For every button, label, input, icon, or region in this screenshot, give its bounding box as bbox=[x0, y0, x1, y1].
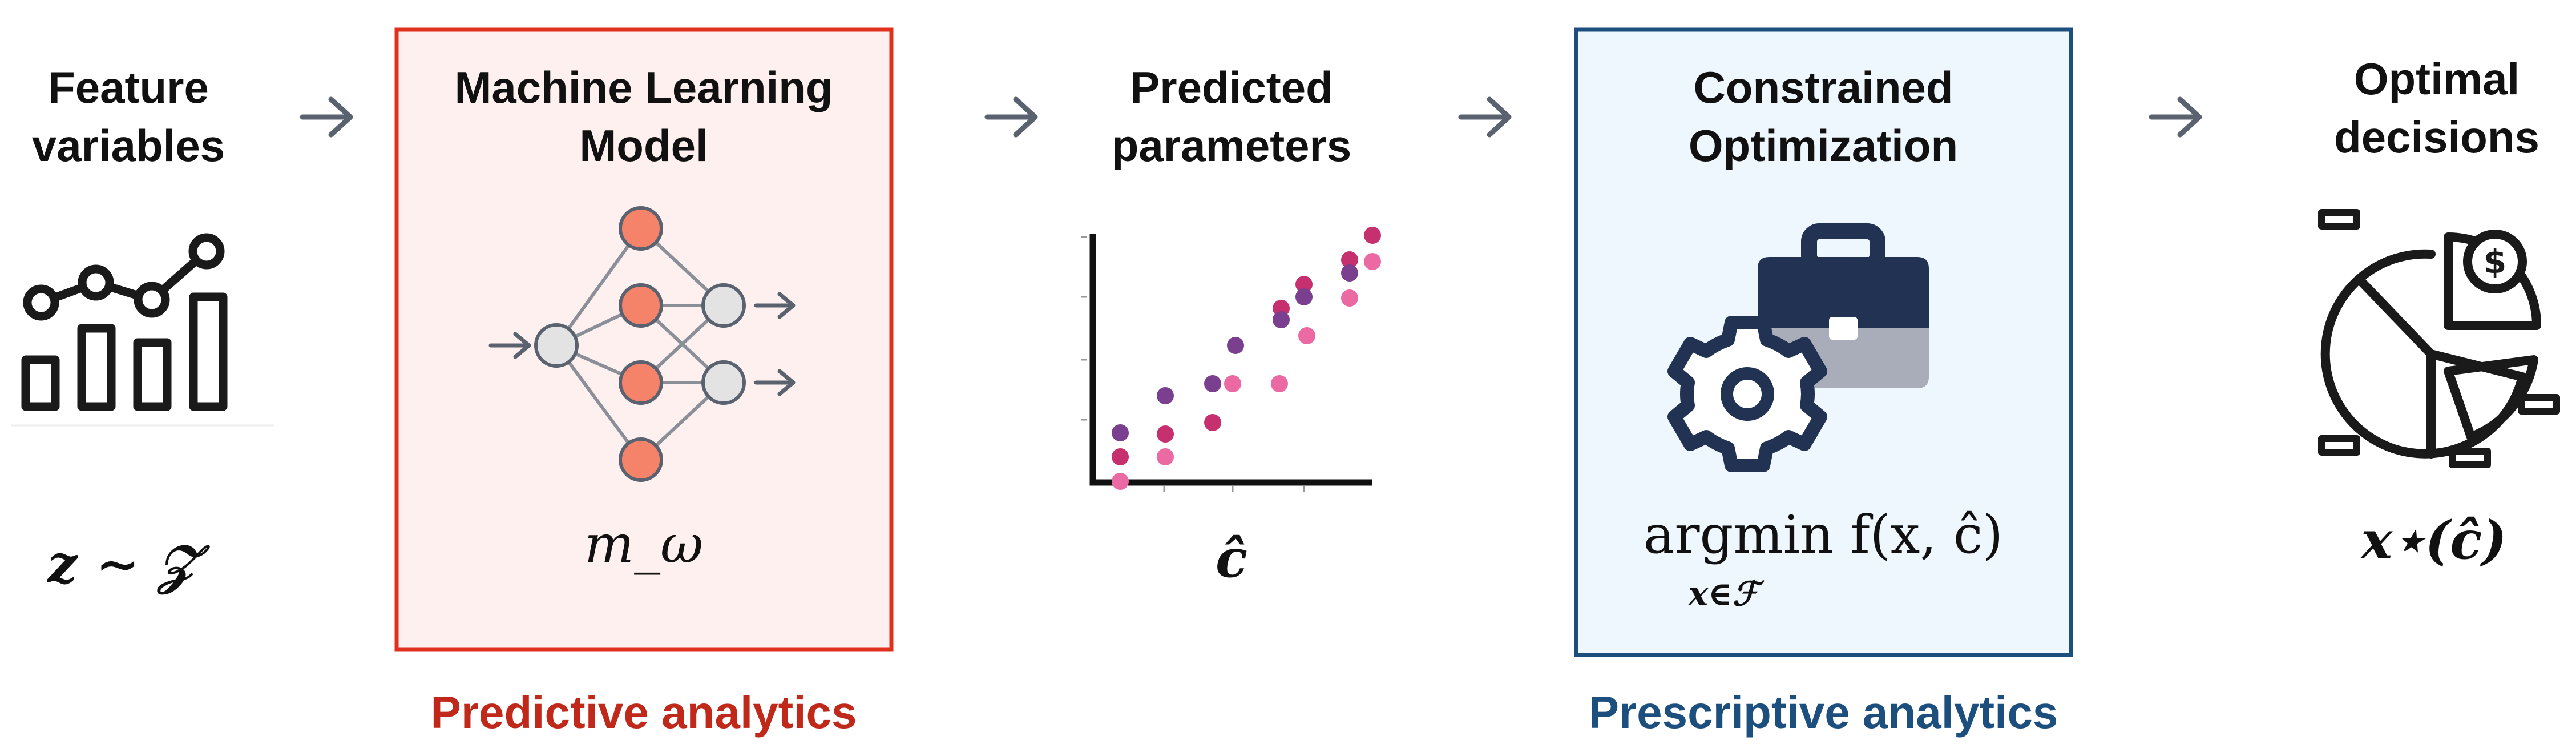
pie-chart-dollar-icon: $ bbox=[2318, 209, 2560, 468]
scatter-point bbox=[1227, 337, 1244, 354]
scatter-point bbox=[1112, 424, 1129, 441]
ml-title-line1: Machine Learning bbox=[454, 62, 833, 112]
neural-network-icon bbox=[488, 206, 796, 482]
scatter-point bbox=[1271, 375, 1288, 392]
arrow-optimization-to-decisions bbox=[2149, 96, 2202, 138]
predicted-title-line1: Predicted bbox=[1130, 62, 1333, 112]
stage-predicted-parameters: Predicted parameters ĉ bbox=[1081, 62, 1381, 589]
ml-math: m_ω bbox=[584, 514, 703, 575]
svg-text:$: $ bbox=[2484, 242, 2506, 281]
predicted-title-line2: parameters bbox=[1112, 120, 1352, 171]
predictive-box bbox=[394, 27, 894, 652]
ml-title-line2: Model bbox=[579, 120, 708, 171]
feature-title-line1: Feature bbox=[48, 62, 209, 112]
opt-math-main: argmin f(x, ĉ) bbox=[1644, 504, 2004, 565]
scatter-point bbox=[1273, 311, 1290, 328]
predicted-math: ĉ bbox=[1216, 528, 1247, 589]
scatter-point bbox=[1364, 227, 1381, 244]
caption-prescriptive: Prescriptive analytics bbox=[1589, 687, 2058, 738]
decisions-title-line1: Optimal bbox=[2354, 54, 2520, 104]
feature-math: z ∼ 𝒵 bbox=[46, 533, 210, 595]
arrow-model-to-parameters bbox=[984, 96, 1038, 138]
svg-text:m_ω: m_ω bbox=[584, 514, 703, 575]
bar-line-chart-icon bbox=[21, 233, 228, 411]
opt-title-line2: Optimization bbox=[1689, 120, 1958, 171]
scatter-point bbox=[1157, 387, 1174, 404]
scatter-points bbox=[1112, 227, 1381, 490]
scatter-point bbox=[1295, 288, 1313, 305]
scatter-point bbox=[1224, 375, 1241, 392]
scatter-plot-icon bbox=[1081, 227, 1381, 492]
scatter-point bbox=[1112, 473, 1129, 490]
scatter-point bbox=[1157, 425, 1174, 443]
stage-constrained-optimization: Constrained Optimization argmin f(x, ĉ) … bbox=[1574, 27, 2073, 657]
caption-predictive: Predictive analytics bbox=[430, 687, 857, 738]
scatter-point bbox=[1341, 251, 1358, 268]
briefcase-gear-icon bbox=[1667, 223, 1929, 472]
stage-ml-model: Machine Learning Model bbox=[394, 27, 894, 652]
scatter-point bbox=[1204, 414, 1221, 431]
scatter-point bbox=[1157, 448, 1174, 465]
decisions-title-line2: decisions bbox=[2334, 112, 2539, 162]
decisions-math: x⋆(ĉ) bbox=[2360, 509, 2507, 571]
opt-math-sub: x∈ℱ bbox=[1687, 574, 1765, 613]
stage-optimal-decisions: Optimal decisions $ x⋆(ĉ) bbox=[2318, 54, 2560, 571]
scatter-point bbox=[1112, 448, 1129, 465]
scatter-point bbox=[1298, 327, 1315, 344]
arrow-features-to-model bbox=[300, 96, 353, 138]
arrow-parameters-to-optimization bbox=[1458, 96, 1512, 138]
scatter-point bbox=[1341, 289, 1358, 307]
ml-math-text: m_ω bbox=[584, 514, 703, 575]
stage-feature-variables: Feature variables z ∼ 𝒵 bbox=[11, 62, 274, 595]
scatter-point bbox=[1204, 375, 1221, 392]
scatter-point bbox=[1295, 276, 1313, 293]
feature-title-line2: variables bbox=[32, 120, 225, 171]
opt-title-line1: Constrained bbox=[1693, 62, 1953, 112]
scatter-point bbox=[1341, 264, 1358, 282]
scatter-point bbox=[1364, 253, 1381, 270]
